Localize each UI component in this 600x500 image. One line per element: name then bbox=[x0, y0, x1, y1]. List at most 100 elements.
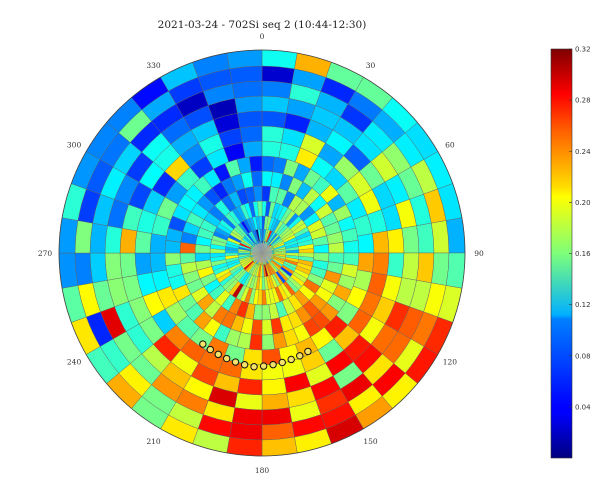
heatmap-cell bbox=[237, 377, 263, 396]
heatmap-cell bbox=[249, 334, 263, 351]
outer-ring bbox=[58, 49, 466, 457]
heatmap-cell bbox=[372, 252, 390, 276]
colorbar-tick-label: 0.08 bbox=[575, 352, 591, 360]
heatmap-cell bbox=[179, 252, 196, 264]
angle-tick-label: 0 bbox=[260, 32, 265, 41]
angle-tick-label: 150 bbox=[363, 437, 378, 446]
center-hub bbox=[252, 243, 272, 263]
heatmap-cell bbox=[234, 392, 263, 411]
heatmap-cell bbox=[261, 319, 273, 336]
heatmap-cell bbox=[328, 242, 345, 254]
heatmap-cell bbox=[357, 252, 375, 273]
heatmap-cell bbox=[104, 252, 123, 281]
heatmap-cell bbox=[386, 228, 405, 254]
colorbar-tick-label: 0.20 bbox=[575, 199, 591, 207]
heatmap-cell bbox=[229, 422, 263, 441]
heatmap-cell bbox=[134, 252, 152, 276]
heatmap-cell bbox=[104, 225, 123, 254]
heatmap-cells bbox=[58, 49, 466, 457]
heatmap-cell bbox=[149, 252, 167, 273]
angle-tick-label: 240 bbox=[67, 358, 82, 367]
angle-tick-label: 300 bbox=[67, 141, 82, 150]
heatmap-cell bbox=[226, 436, 263, 457]
heatmap-cell bbox=[237, 110, 263, 129]
heatmap-cell bbox=[261, 377, 287, 396]
polar-grid bbox=[58, 49, 466, 457]
angle-tick-label: 120 bbox=[443, 358, 458, 367]
heatmap-cell bbox=[261, 49, 298, 70]
track-marker bbox=[259, 362, 268, 370]
heatmap-cell bbox=[261, 95, 290, 114]
marker-track bbox=[199, 340, 312, 371]
heatmap-cell bbox=[249, 155, 263, 172]
colorbar-tick-label: 0.04 bbox=[575, 403, 591, 411]
heatmap-cell bbox=[416, 222, 435, 254]
track-marker bbox=[222, 354, 231, 363]
heatmap-cell bbox=[226, 49, 263, 70]
heatmap-cell bbox=[58, 217, 79, 254]
angle-tick-label: 90 bbox=[474, 249, 484, 258]
angle-tick-label: 60 bbox=[445, 141, 455, 150]
track-marker bbox=[240, 361, 249, 369]
track-marker bbox=[296, 352, 304, 360]
heatmap-cell bbox=[134, 230, 152, 254]
heatmap-cell bbox=[261, 422, 295, 441]
heatmap-cell bbox=[401, 252, 420, 281]
heatmap-cell bbox=[242, 140, 263, 158]
heatmap-cell bbox=[431, 252, 450, 286]
heatmap-cell bbox=[74, 220, 93, 254]
heatmap-cell bbox=[164, 252, 181, 266]
track-marker bbox=[199, 340, 207, 348]
heatmap-cell bbox=[261, 65, 295, 84]
heatmap-cell bbox=[89, 252, 108, 284]
heatmap-cell bbox=[372, 230, 390, 254]
track-marker bbox=[231, 358, 240, 366]
heatmap-cell bbox=[343, 240, 360, 254]
colorbar-tick-label: 0.32 bbox=[575, 46, 591, 54]
heatmap-cell bbox=[119, 228, 138, 254]
angle-tick-label: 270 bbox=[38, 249, 53, 258]
track-marker bbox=[214, 350, 222, 359]
heatmap-cell bbox=[74, 252, 93, 286]
colorbar-tick-label: 0.24 bbox=[575, 148, 591, 156]
heatmap-cell bbox=[261, 407, 293, 426]
heatmap-cell bbox=[445, 252, 466, 289]
heatmap-cell bbox=[416, 252, 435, 284]
heatmap-cell bbox=[401, 225, 420, 254]
angle-tick-label: 180 bbox=[255, 466, 270, 475]
heatmap-cell bbox=[357, 233, 375, 254]
colorbar-tick-label: 0.28 bbox=[575, 97, 591, 105]
heatmap-cell bbox=[149, 233, 167, 254]
colorbar-tick-label: 0.16 bbox=[575, 250, 591, 258]
heatmap-cell bbox=[261, 334, 275, 351]
heatmap-cell bbox=[251, 170, 263, 187]
heatmap-cell bbox=[343, 252, 360, 266]
colorbar-gradient bbox=[550, 48, 573, 459]
heatmap-cell bbox=[89, 222, 108, 254]
colorbar-tick-label: 0.12 bbox=[575, 301, 591, 309]
track-marker bbox=[206, 345, 215, 354]
heatmap-cell bbox=[239, 125, 263, 143]
heatmap-cell bbox=[431, 220, 450, 254]
heatmap-cell bbox=[261, 436, 298, 457]
angle-tick-label: 210 bbox=[146, 437, 161, 446]
track-marker bbox=[250, 363, 258, 371]
heatmap-cell bbox=[386, 252, 405, 278]
heatmap-cell bbox=[445, 217, 466, 254]
colorbar-ticks: 0.32 0.28 0.24 0.20 0.16 0.12 0.08 0.04 bbox=[569, 46, 591, 411]
angle-tick-labels: 0 30 60 90 120 150 180 210 240 270 300 330 bbox=[38, 32, 484, 475]
chart-title: 2021-03-24 - 702Si seq 2 (10:44-12:30) bbox=[158, 19, 367, 31]
track-marker bbox=[287, 355, 295, 364]
heatmap-cell bbox=[164, 240, 181, 254]
track-marker bbox=[269, 360, 277, 369]
heatmap-cell bbox=[261, 392, 290, 411]
track-marker bbox=[304, 347, 312, 356]
heatmap-cell bbox=[229, 65, 263, 84]
angle-tick-label: 30 bbox=[366, 61, 376, 70]
colorbar: 0.32 0.28 0.24 0.20 0.16 0.12 0.08 0.04 bbox=[550, 46, 591, 459]
heatmap-cell bbox=[261, 125, 285, 143]
heatmap-cell bbox=[231, 80, 263, 99]
angle-tick-label: 330 bbox=[146, 61, 161, 70]
heatmap-cell bbox=[119, 252, 138, 278]
